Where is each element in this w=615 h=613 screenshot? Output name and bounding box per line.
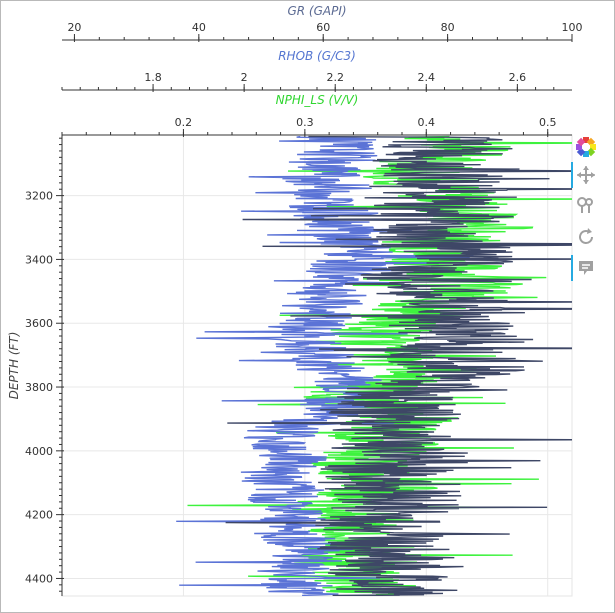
- top-axis-title: RHOB (G/C3): [278, 49, 356, 63]
- bokeh-logo-icon[interactable]: [573, 134, 599, 160]
- top-axis-tick-label: 40: [192, 21, 206, 34]
- top-axis-tick-label: 0.2: [175, 116, 193, 129]
- depth-axis-tick-label: 4200: [25, 509, 53, 522]
- wheel-zoom-tool-icon[interactable]: [573, 193, 599, 219]
- top-axis-tick-label: 1.8: [144, 71, 162, 84]
- top-axis-tick-label: 2.6: [509, 71, 527, 84]
- depth-axis-tick-label: 3600: [25, 317, 53, 330]
- top-axis-title: GR (GAPI): [287, 4, 346, 18]
- hover-tool-icon[interactable]: [573, 255, 599, 281]
- top-axis-tick-label: 80: [441, 21, 455, 34]
- depth-axis-tick-label: 4000: [25, 445, 53, 458]
- top-axis-tick-label: 0.3: [296, 116, 314, 129]
- axes-layer: 20 40 60 80 100 GR (GAPI) 1.8 2 2.2 2.4 2.6 RHOB (G…: [7, 4, 583, 596]
- depth-axis-tick-label: 4400: [25, 572, 53, 585]
- depth-axis-tick-label: 3200: [25, 190, 53, 203]
- depth-axis-tick-label: 3400: [25, 253, 53, 266]
- top-axis-tick-label: 60: [316, 21, 330, 34]
- series-layer: [176, 135, 572, 596]
- top-axis-tick-label: 2.4: [418, 71, 436, 84]
- top-axis-tick-label: 2: [241, 71, 248, 84]
- hover-active-indicator: [571, 255, 573, 281]
- reset-tool-icon[interactable]: [573, 224, 599, 250]
- top-axis-tick-label: 0.5: [539, 116, 557, 129]
- pan-active-indicator: [571, 162, 573, 188]
- top-axis-title: NPHI_LS (V/V): [276, 93, 359, 107]
- pan-tool-icon[interactable]: [573, 162, 599, 188]
- top-axis-tick-label: 20: [67, 21, 81, 34]
- series-line-gr: [225, 135, 572, 596]
- top-axis-tick-label: 100: [562, 21, 583, 34]
- depth-axis-tick-label: 3800: [25, 381, 53, 394]
- depth-axis-title: DEPTH (FT): [7, 332, 21, 400]
- series-line-rhob: [176, 135, 474, 596]
- top-axis-tick-label: 0.4: [418, 116, 436, 129]
- top-axis-tick-label: 2.2: [326, 71, 344, 84]
